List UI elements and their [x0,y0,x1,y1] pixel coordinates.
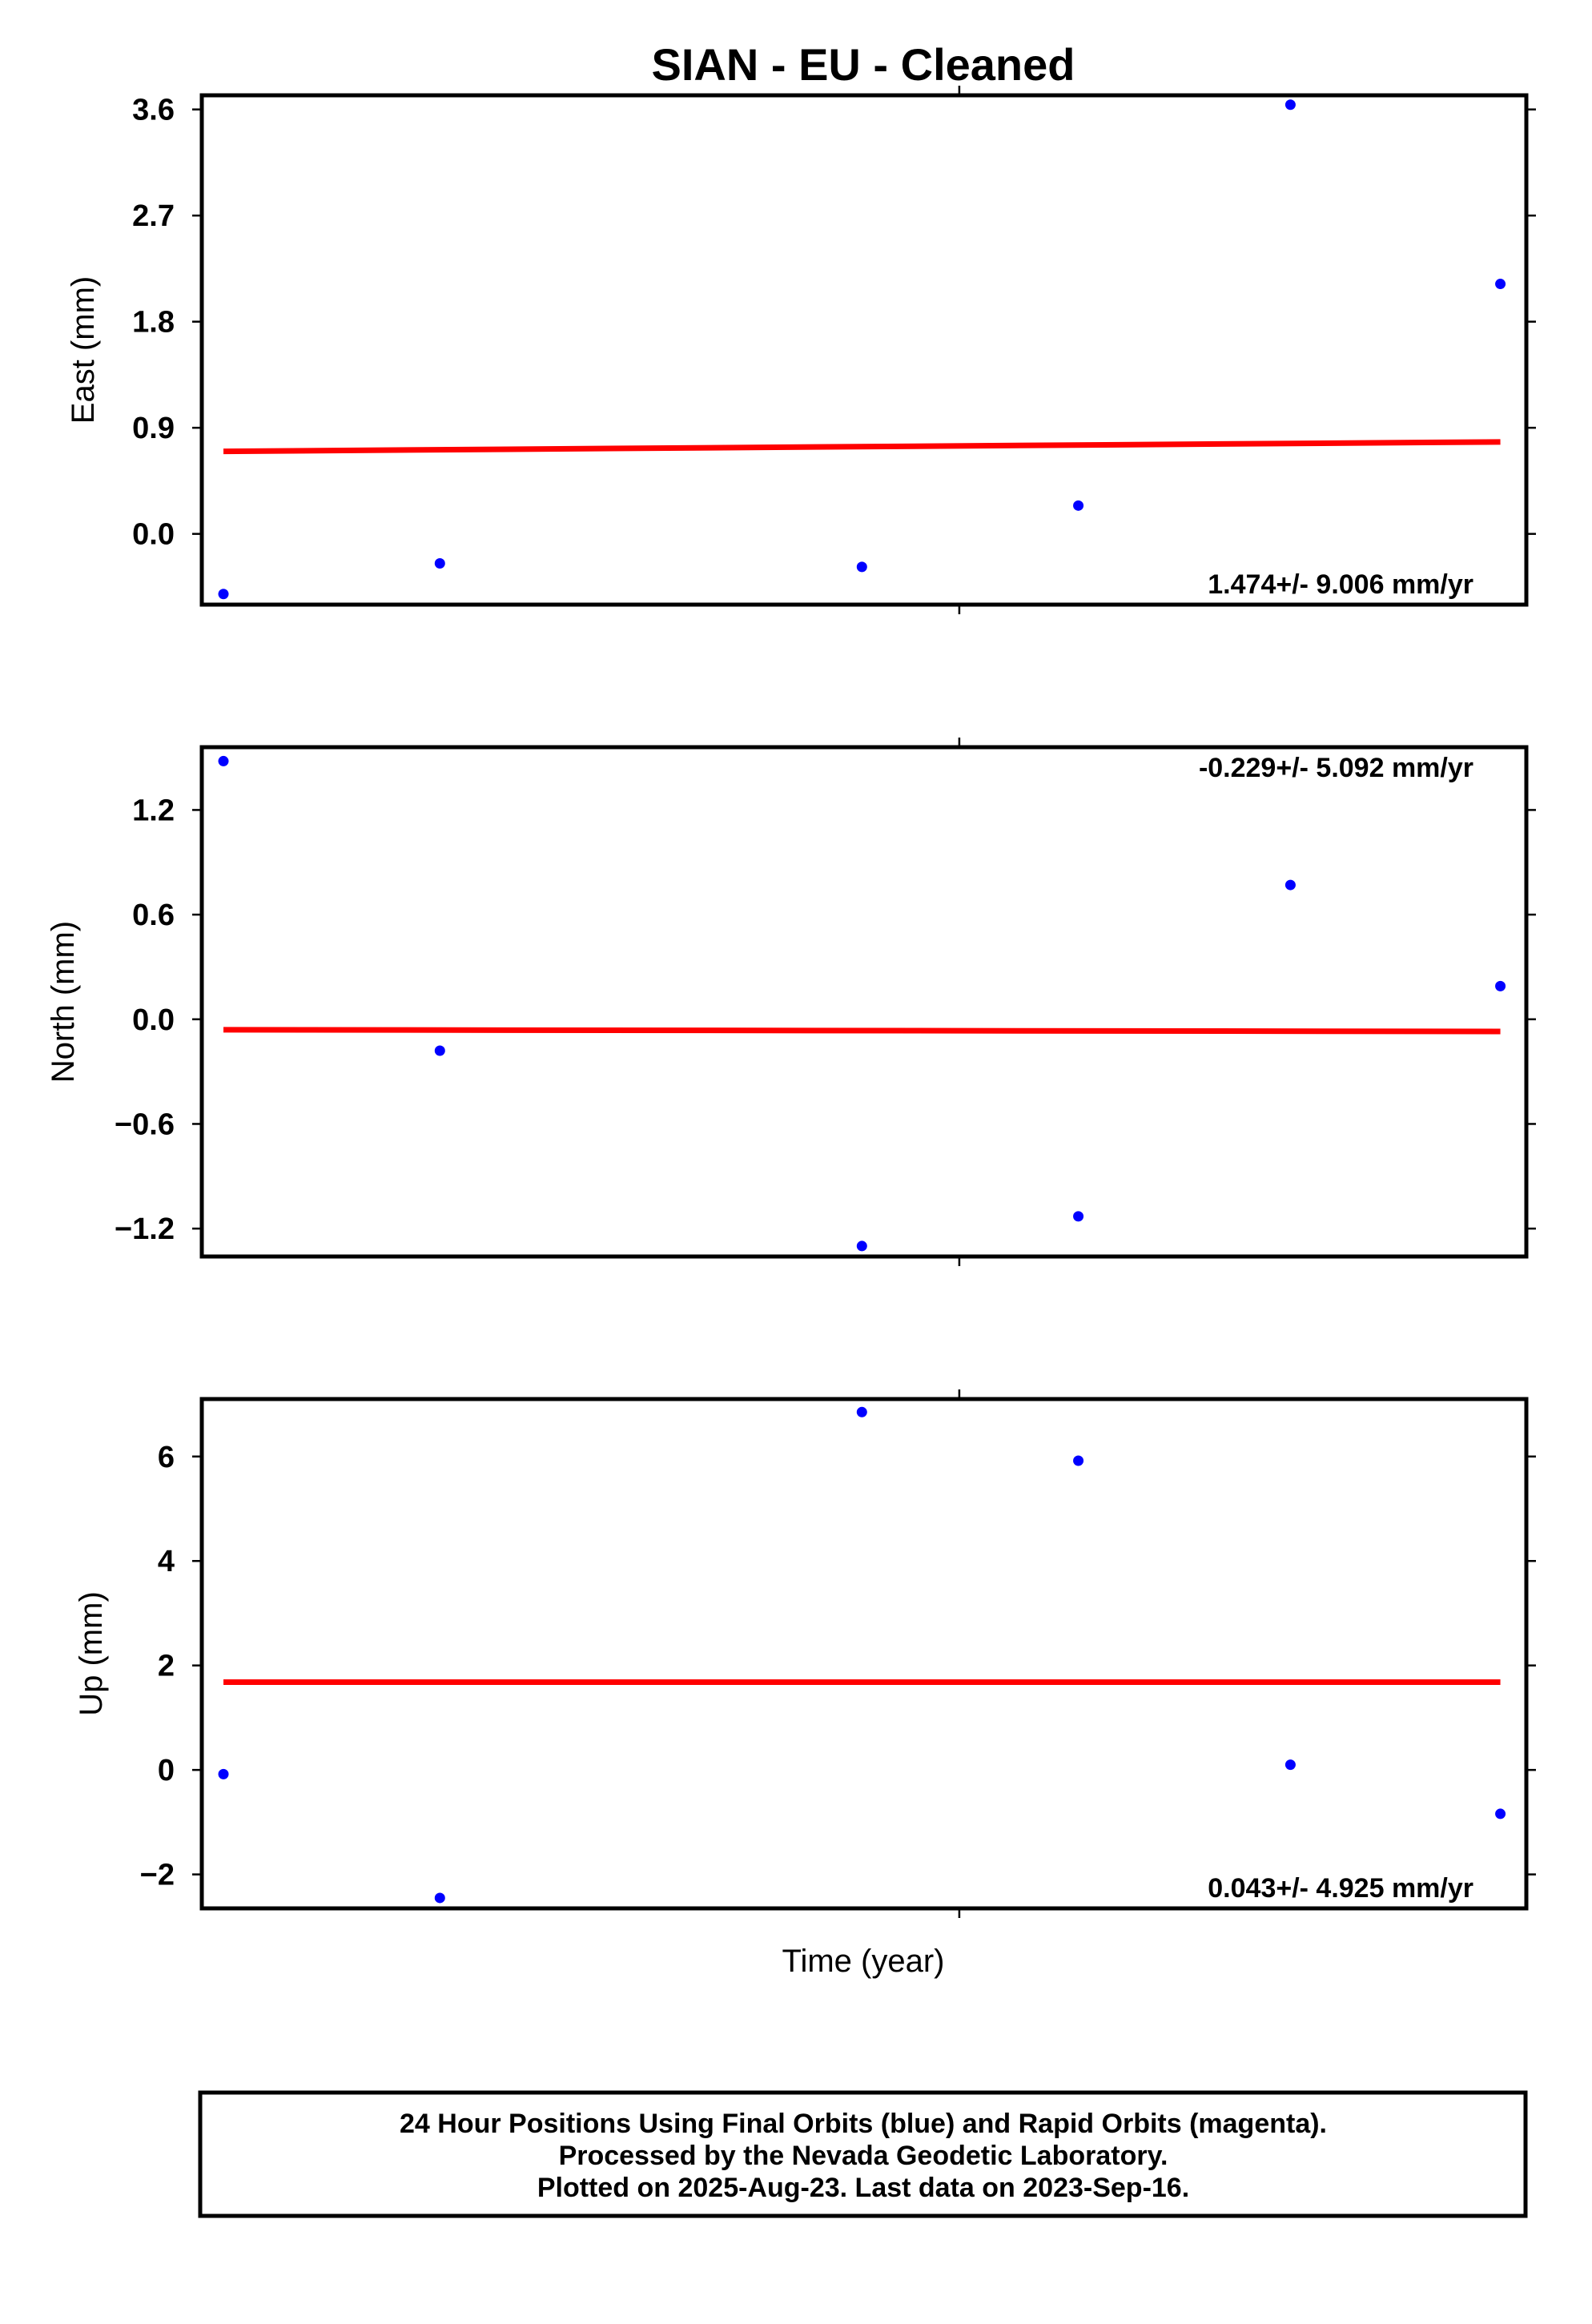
east-ytick-label: 0.9 [132,412,175,445]
footer-frame [198,2090,1528,2218]
chart-title: SIAN - EU - Cleaned [652,39,1075,90]
up-data-point [434,1892,445,1904]
east-data-point [218,589,229,600]
north-ytick-label: −1.2 [115,1212,175,1246]
north-data-point [1284,879,1296,891]
up-ytick-label: −2 [140,1859,175,1892]
east-ytick-label: 3.6 [132,94,175,127]
up-y-axis-label: Up (mm) [74,1591,109,1716]
up-data-point [218,1768,229,1779]
up-ytick-label: 0 [158,1754,175,1787]
north-data-point [218,755,229,766]
north-rate-annotation: -0.229+/- 5.092 mm/yr [1199,753,1473,783]
north-ytick-label: 0.0 [132,1003,175,1037]
up-panel: 6 4 2 0 −2 Up (mm) 0.043+/- 4.925 mm/yr [74,1389,1536,1918]
east-data-point [434,557,445,569]
north-fit-line [223,1027,1501,1035]
up-rate-annotation: 0.043+/- 4.925 mm/yr [1208,1873,1473,1904]
east-y-axis-label: East (mm) [66,276,101,424]
up-data-point [1073,1455,1084,1466]
footer-box: 24 Hour Positions Using Final Orbits (bl… [198,2090,1528,2218]
north-ytick-label: 0.6 [132,899,175,932]
up-ytick-label: 4 [158,1545,175,1578]
east-ytick-label: 1.8 [132,306,175,340]
up-data-point [1284,1759,1296,1771]
north-ytick-label: 1.2 [132,794,175,827]
east-frame [199,93,1529,607]
east-ytick-label: 0.0 [132,518,175,552]
up-data-point [1495,1808,1506,1819]
up-ytick-label: 2 [158,1650,175,1683]
east-panel: 3.6 2.7 1.8 0.9 0.0 East (mm) 1.474+/- 9.006 m… [66,86,1536,614]
north-data-point [1073,1211,1084,1222]
x-axis-label: Time (year) [782,1944,945,1979]
north-frame [199,745,1529,1259]
footer-line-3: Plotted on 2025-Aug-23. Last data on 202… [537,2173,1189,2203]
north-data-point [856,1240,867,1252]
north-data-point [434,1045,445,1056]
east-data-point [1284,99,1296,111]
east-ytick-label: 2.7 [132,199,175,233]
footer-line-2: Processed by the Nevada Geodetic Laborat… [559,2141,1168,2171]
up-ytick-label: 6 [158,1441,175,1474]
east-rate-annotation: 1.474+/- 9.006 mm/yr [1208,569,1473,600]
east-data-point [1495,279,1506,290]
footer-line-1: 24 Hour Positions Using Final Orbits (bl… [400,2109,1327,2139]
east-fit-line [223,439,1501,455]
east-data-point [856,561,867,573]
east-data-point [1073,500,1084,511]
north-data-point [1495,980,1506,991]
up-frame [199,1397,1529,1911]
north-ytick-label: −0.6 [115,1108,175,1141]
up-data-point [856,1406,867,1417]
north-panel: 1.2 0.6 0.0 −0.6 −1.2 North (mm) -0.229+/- 5.0… [46,738,1536,1266]
north-y-axis-label: North (mm) [46,921,81,1083]
